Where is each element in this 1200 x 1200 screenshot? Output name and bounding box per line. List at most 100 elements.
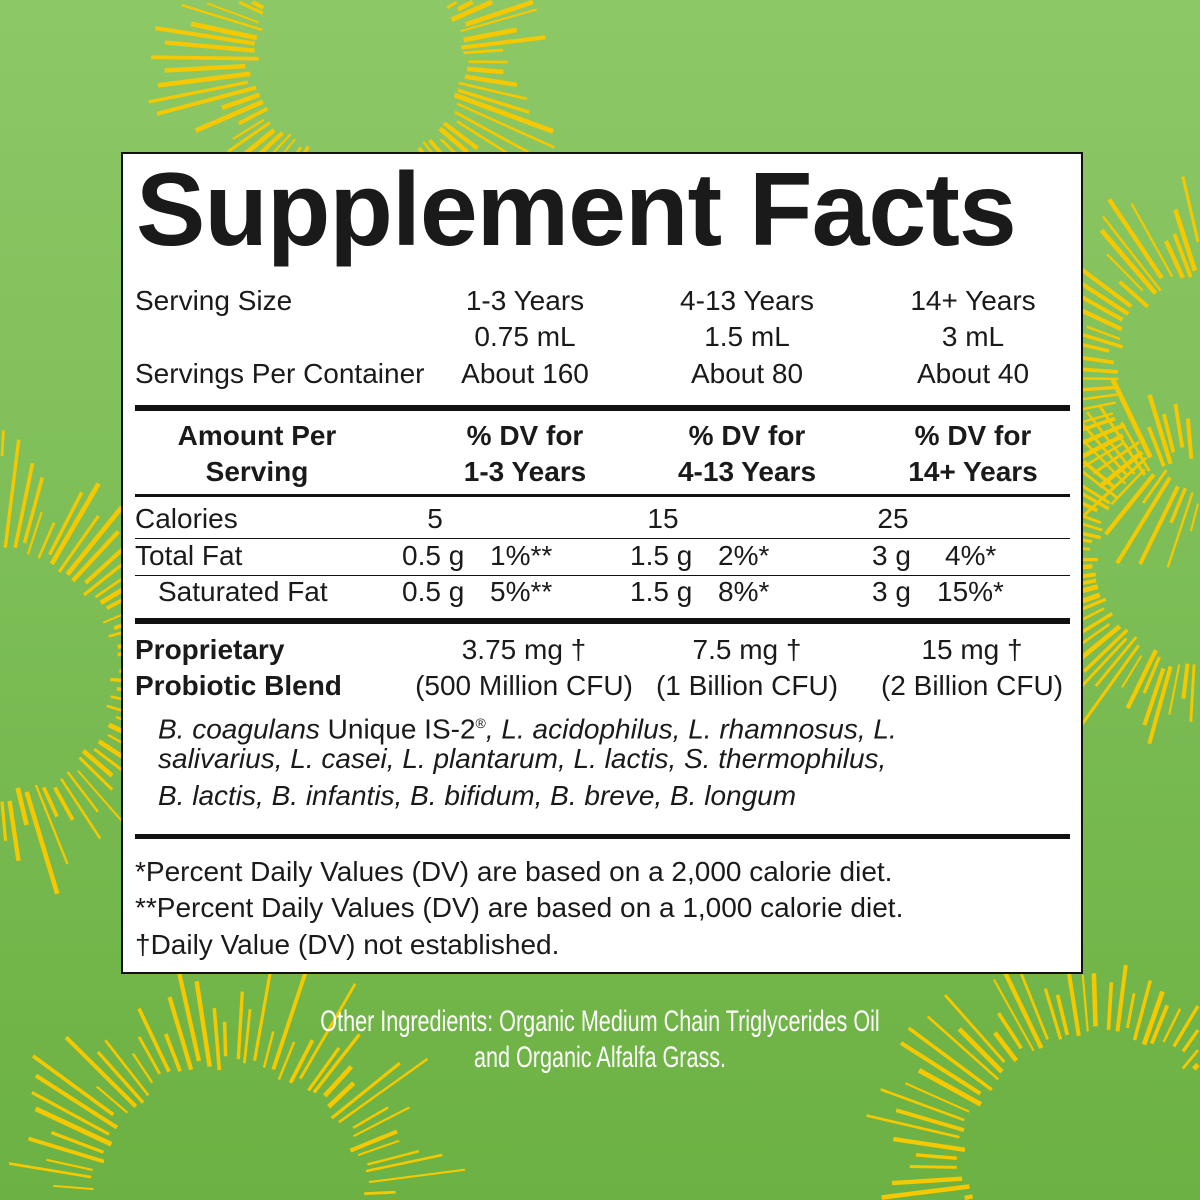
sun-ray [31, 1054, 115, 1117]
sun-ray [57, 515, 100, 573]
sun-ray [157, 71, 251, 88]
sun-ray [1121, 655, 1143, 688]
sun-ray [1115, 964, 1128, 1032]
nutrient-name-total-fat: Total Fat [135, 540, 243, 571]
sun-ray [1120, 421, 1151, 472]
sun-ray [881, 1184, 970, 1200]
sun-ray [312, 1033, 361, 1094]
sun-ray [442, 121, 479, 151]
calories-col1: 5 [427, 503, 443, 534]
sun-ray [131, 1052, 154, 1084]
sat-fat-dv-col2: 8%* [718, 576, 770, 607]
sun-ray [880, 1088, 965, 1122]
sun-ray [137, 1007, 171, 1073]
sun-ray [464, 74, 518, 88]
sun-ray [1142, 656, 1161, 694]
servings-col1: About 160 [461, 358, 589, 389]
sun-ray [457, 88, 530, 114]
sun-ray [34, 1106, 113, 1147]
sun-ray [226, 121, 271, 154]
sun-ray [71, 529, 121, 583]
sun-ray [1181, 663, 1190, 699]
sun-ray [0, 430, 5, 457]
sun-ray [450, 0, 494, 23]
sun-ray [943, 994, 1006, 1063]
sun-icon [8, 956, 466, 1196]
other-ingredients-line2: and Organic Alfalfa Grass. [473, 1041, 727, 1074]
divider [135, 494, 1070, 497]
total-fat-amount-col1: 0.5 g [402, 540, 465, 571]
sun-ray [1092, 440, 1141, 475]
footnote-2: **Percent Daily Values (DV) are based on… [135, 892, 904, 923]
sun-ray [1172, 233, 1193, 278]
sun-ray [1079, 307, 1123, 332]
sun-ray [81, 749, 114, 778]
sun-ray [1168, 664, 1181, 715]
sun-ray [238, 0, 264, 15]
sun-ray [15, 787, 29, 826]
sun-ray [271, 968, 309, 1071]
sun-ray [96, 1050, 145, 1104]
sun-ray [288, 1039, 315, 1084]
nutrient-name-saturated-fat: Saturated Fat [158, 576, 328, 607]
total-fat-dv-col3: 4%* [945, 540, 997, 571]
sun-ray [253, 956, 275, 1062]
dv-header-col2: % DV for [688, 420, 806, 451]
sun-ray [22, 477, 45, 544]
blend-cfu-col3: (2 Billion CFU) [880, 670, 1064, 701]
sun-ray [1181, 1049, 1200, 1070]
sun-ray [467, 66, 504, 75]
dv-age-col2: 4-13 Years [677, 456, 817, 487]
sun-ray [907, 1026, 993, 1092]
servings-col2: About 80 [690, 358, 804, 389]
sat-fat-amount-col2: 1.5 g [630, 576, 693, 607]
sun-ray [26, 511, 43, 555]
sun-ray [1086, 411, 1136, 475]
blend-amount-col3: 15 mg † [921, 634, 1023, 665]
sun-ray [957, 1027, 1004, 1074]
row-divider [135, 575, 1070, 576]
sun-ray [24, 791, 60, 895]
sun-ray [1104, 473, 1156, 536]
strains-line2: salivarius, L. casei, L. plantarum, L. l… [158, 743, 887, 774]
strains-line3: B. lactis, B. infantis, B. bifidum, B. b… [158, 780, 797, 811]
sun-ray [258, 131, 285, 156]
sun-ray [1076, 456, 1148, 523]
nutrient-name-calories: Calories [135, 503, 238, 534]
sun-ray [353, 1106, 410, 1138]
sun-ray [1166, 492, 1194, 568]
sun-ray [365, 1153, 443, 1173]
sun-ray [456, 120, 514, 158]
sun-ray [0, 801, 8, 841]
sun-ray [964, 1194, 974, 1200]
sat-fat-dv-col3: 15%* [937, 576, 1004, 607]
sat-fat-dv-col1: 5%** [490, 576, 553, 607]
amount-per-header: Amount Per [177, 420, 337, 451]
sun-ray [1149, 1004, 1170, 1045]
sun-ray [13, 462, 35, 548]
sun-ray [1106, 253, 1144, 292]
sun-ray [1192, 1062, 1200, 1071]
sun-ray [997, 1012, 1023, 1050]
sun-ray [1106, 981, 1114, 1030]
sun-ray [1043, 988, 1063, 1040]
total-fat-amount-col3: 3 g [872, 540, 911, 571]
sun-ray [357, 1139, 400, 1157]
sun-ray [65, 505, 124, 577]
sun-ray [458, 81, 527, 101]
supplement-facts-panel [121, 152, 1083, 974]
sun-ray [1115, 476, 1172, 565]
blend-name-line2: Probiotic Blend [135, 670, 342, 701]
size-col3: 3 mL [941, 321, 1005, 352]
sun-ray [460, 8, 538, 33]
sun-ray [222, 1021, 228, 1057]
sun-ray [221, 92, 261, 110]
sun-ray [1161, 413, 1176, 453]
sun-ray [1055, 994, 1070, 1036]
sun-ray [31, 1090, 110, 1136]
sun-ray [7, 800, 21, 862]
sun-ray [330, 1061, 401, 1120]
sun-ray [895, 1108, 965, 1133]
age-col3: 14+ Years [910, 285, 1036, 316]
sun-ray [364, 1190, 396, 1196]
